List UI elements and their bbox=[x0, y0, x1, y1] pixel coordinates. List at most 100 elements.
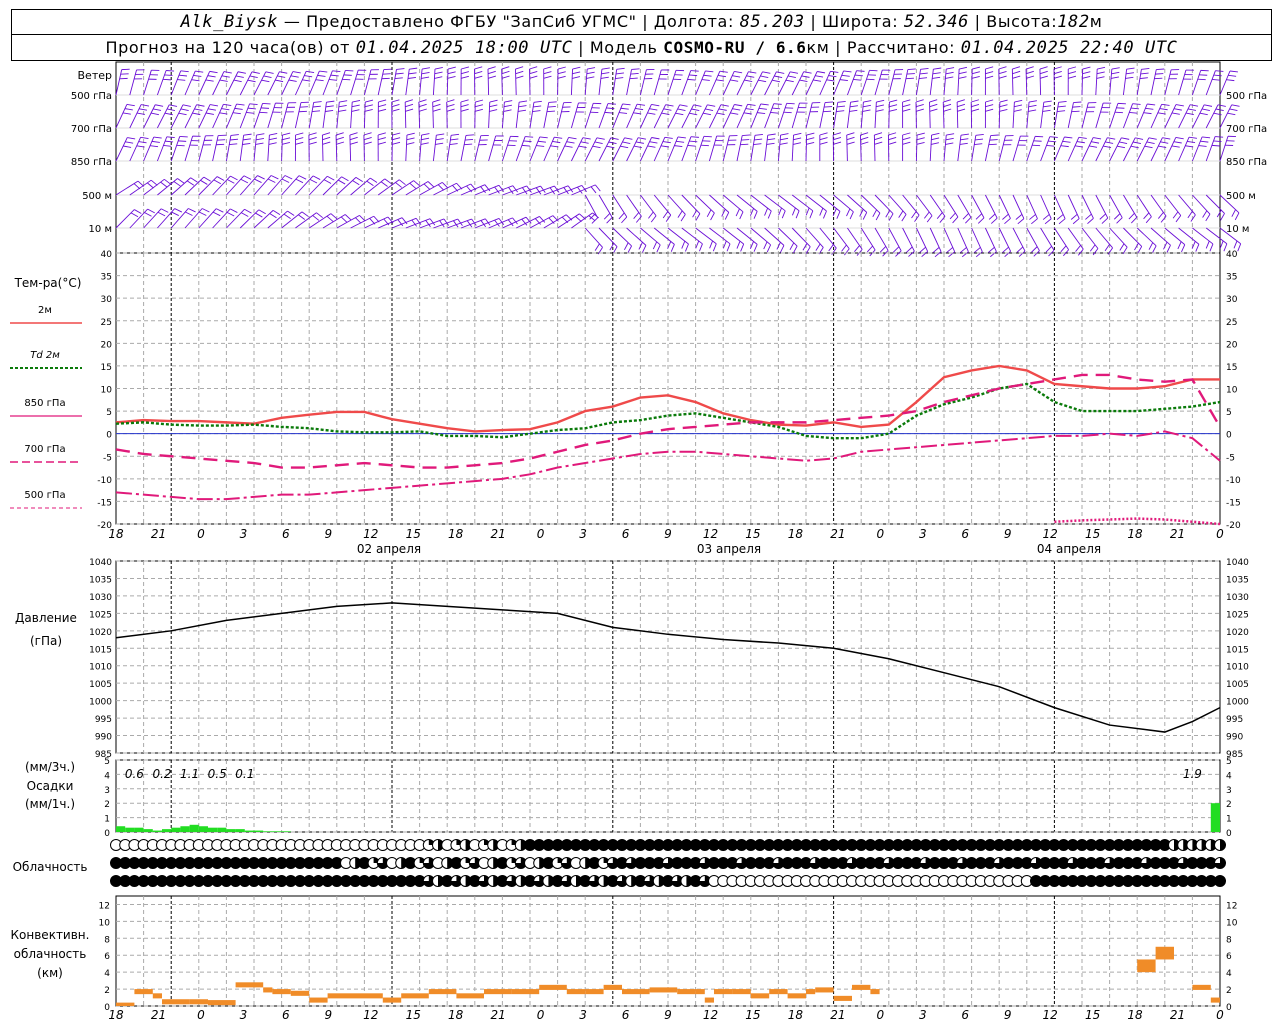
wind-barb-flag bbox=[695, 213, 701, 221]
wind-barb-flag bbox=[1043, 100, 1052, 103]
conv-bar bbox=[263, 987, 273, 993]
wind-barb-flag bbox=[166, 70, 175, 72]
wind-barb bbox=[957, 135, 962, 162]
pressure-ytick-left: 1035 bbox=[89, 575, 112, 585]
wind-barb-flag bbox=[924, 211, 930, 219]
wind-barb-flag bbox=[1058, 101, 1067, 103]
pressure-ytick-right: 1010 bbox=[1226, 663, 1249, 673]
wind-barb-flag bbox=[726, 243, 731, 252]
wind-barb-flag bbox=[721, 209, 726, 217]
precip-ytick-right: 4 bbox=[1226, 771, 1232, 781]
wind-barb-flag bbox=[447, 71, 456, 75]
wind-barb bbox=[294, 71, 307, 96]
wind-barb-flag bbox=[606, 145, 615, 149]
wind-barb-flag bbox=[564, 145, 573, 148]
wind-barb-flag bbox=[451, 133, 460, 136]
wind-barb bbox=[1150, 69, 1157, 96]
wind-barb-flag bbox=[498, 185, 505, 192]
wind-barb-flag bbox=[972, 66, 981, 70]
pressure-ytick-right: 1030 bbox=[1226, 593, 1249, 603]
wind-barb-flag bbox=[785, 79, 794, 83]
wind-barb-flag bbox=[1231, 104, 1240, 107]
wind-barb bbox=[695, 194, 715, 214]
precip-3h-label: 1.1 bbox=[180, 767, 199, 781]
conv-bar bbox=[622, 989, 650, 995]
wind-barb-flag bbox=[776, 71, 785, 74]
cloud-symbol-fill bbox=[1177, 857, 1189, 869]
wind-barb-flag bbox=[298, 214, 306, 220]
wind-barb bbox=[1040, 194, 1052, 219]
wind-barb-flag bbox=[1031, 218, 1038, 225]
wind-barb-flag bbox=[1002, 246, 1009, 253]
precip-ytick-left: 0 bbox=[104, 829, 110, 839]
wind-barb-flag bbox=[465, 138, 474, 141]
wind-barb bbox=[487, 68, 490, 96]
wind-barb-flag bbox=[1028, 100, 1037, 103]
wind-barb bbox=[929, 194, 946, 217]
wind-barb bbox=[515, 102, 520, 129]
wind-barb-flag bbox=[295, 178, 304, 184]
wind-barb bbox=[129, 104, 142, 129]
wind-barb-flag bbox=[1048, 249, 1055, 257]
wind-barb-flag bbox=[1204, 104, 1213, 107]
wind-barb-flag bbox=[163, 145, 172, 147]
wind-barb-flag bbox=[843, 70, 852, 73]
wind-barb-flag bbox=[1237, 243, 1242, 252]
wind-level-label-right: 850 гПа bbox=[1226, 157, 1267, 168]
conv-ytick-right: 8 bbox=[1226, 935, 1232, 945]
alt-value: 182 bbox=[1057, 12, 1090, 32]
wind-barb-flag bbox=[534, 218, 541, 225]
wind-barb-flag bbox=[1160, 141, 1169, 144]
wind-barb bbox=[1178, 104, 1191, 129]
time-axis-tick-bottom: 18 bbox=[1127, 1008, 1143, 1022]
wind-barb bbox=[239, 135, 245, 162]
conv-bar bbox=[309, 997, 328, 1003]
wind-barb-flag bbox=[961, 251, 969, 258]
wind-barb bbox=[584, 194, 599, 219]
wind-barb-flag bbox=[764, 207, 769, 216]
wind-barb bbox=[212, 135, 219, 162]
wind-barb-flag bbox=[160, 181, 168, 188]
wind-barb-flag bbox=[1076, 141, 1085, 144]
pressure-ytick-right: 985 bbox=[1226, 750, 1243, 760]
wind-barb-flag bbox=[262, 102, 271, 105]
wind-barb bbox=[391, 69, 397, 96]
wind-barb-flag bbox=[322, 141, 331, 145]
wind-barb-flag bbox=[282, 137, 291, 141]
wind-barb bbox=[805, 71, 818, 96]
wind-barb-flag bbox=[958, 71, 967, 75]
wind-barb bbox=[777, 103, 788, 129]
wind-barb-flag bbox=[281, 178, 290, 183]
wind-barb-flag bbox=[230, 208, 238, 213]
wind-barb bbox=[612, 103, 623, 129]
wind-barb-flag bbox=[557, 75, 566, 79]
conv-bar bbox=[511, 989, 540, 995]
wind-barb bbox=[984, 194, 998, 219]
time-axis-tick: 6 bbox=[622, 527, 630, 541]
time-axis-tick-bottom: 6 bbox=[282, 1008, 290, 1022]
cloud-symbol-fill bbox=[772, 857, 784, 869]
precip-bar bbox=[152, 830, 162, 832]
wind-barb-flag bbox=[326, 100, 335, 103]
temp-ytick-left: 35 bbox=[101, 273, 112, 283]
wind-barb-flag bbox=[742, 134, 751, 136]
wind-barb-flag bbox=[819, 207, 824, 216]
wind-barb bbox=[1109, 103, 1119, 129]
wind-barb-flag bbox=[656, 244, 661, 253]
wind-barb bbox=[708, 104, 722, 129]
wind-barb-flag bbox=[741, 139, 750, 141]
wind-barb-flag bbox=[453, 220, 459, 228]
wind-barb-flag bbox=[503, 104, 512, 108]
wind-barb-flag bbox=[1053, 70, 1062, 75]
time-axis-tick: 6 bbox=[282, 527, 290, 541]
wind-barb bbox=[143, 178, 165, 196]
wind-barb-flag bbox=[828, 75, 837, 78]
temp-ytick-right: 0 bbox=[1226, 431, 1232, 441]
precip-ytick-left: 2 bbox=[104, 800, 110, 810]
temp-ytick-left: -5 bbox=[103, 453, 112, 463]
wind-barb bbox=[143, 104, 156, 129]
wind-barb-flag bbox=[515, 75, 524, 79]
wind-barb-flag bbox=[647, 112, 656, 115]
wind-barb-flag bbox=[196, 104, 205, 107]
